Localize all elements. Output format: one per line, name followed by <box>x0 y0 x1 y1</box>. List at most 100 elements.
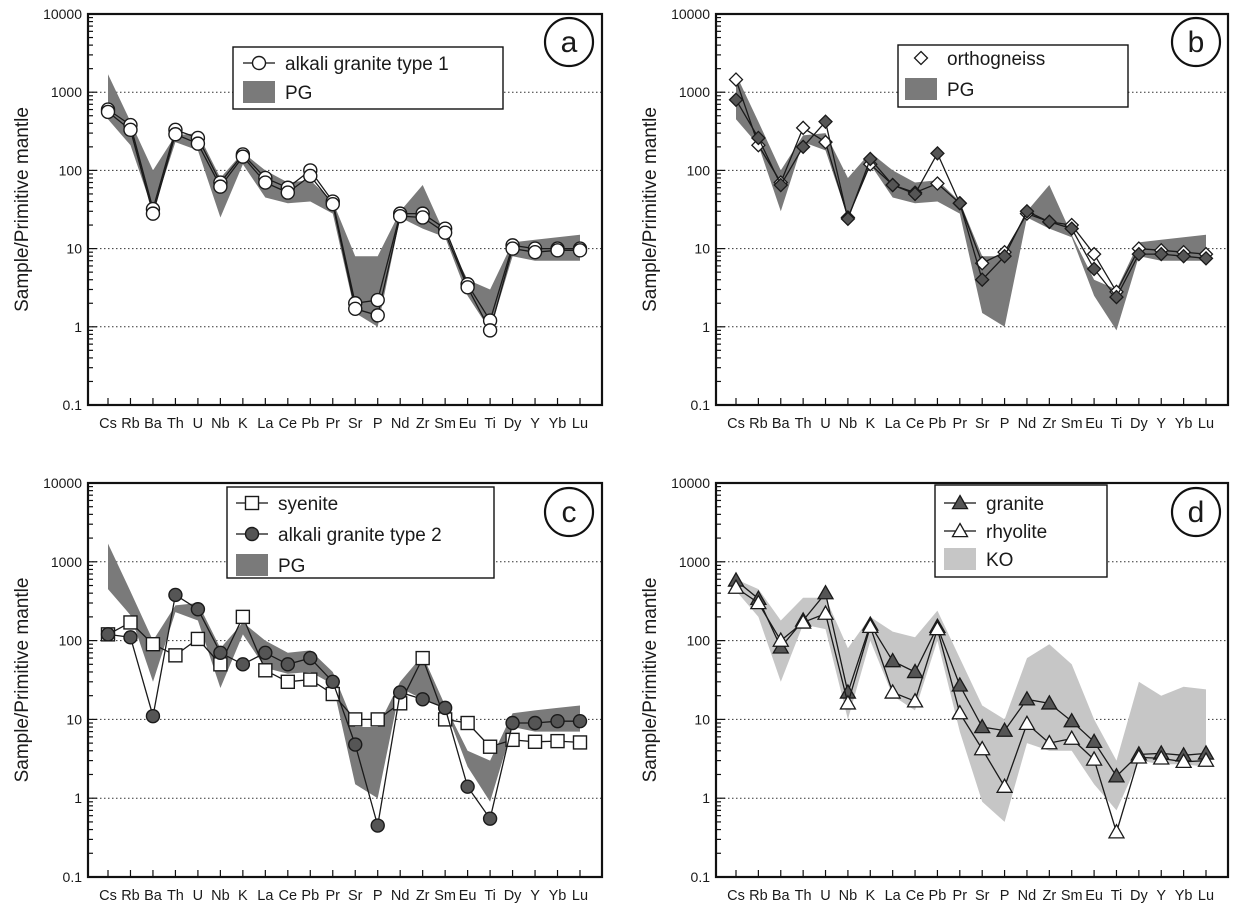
band-pg <box>108 543 580 802</box>
data-point <box>1109 289 1124 305</box>
x-tick-label: Pb <box>929 888 947 904</box>
data-point <box>1018 714 1036 731</box>
x-tick-label: Eu <box>459 416 477 432</box>
x-tick-label: Nb <box>839 888 858 904</box>
data-point <box>437 225 453 240</box>
x-tick-label: Dy <box>1130 416 1148 432</box>
y-tick-label: 100 <box>687 633 711 649</box>
data-point <box>1107 823 1126 839</box>
data-point <box>795 120 811 136</box>
data-point <box>415 210 430 225</box>
data-point <box>460 715 475 731</box>
legend-marker <box>951 522 969 538</box>
data-point <box>906 663 924 679</box>
x-tick-label: Ti <box>1111 416 1123 432</box>
y-tick-label: 10 <box>66 241 82 257</box>
data-point <box>527 715 543 731</box>
data-point <box>370 292 385 308</box>
x-tick-label: Sm <box>1061 888 1083 904</box>
x-tick-label: P <box>1000 416 1010 432</box>
legend: orthogneiss PG <box>897 44 1129 108</box>
x-tick-label: Rb <box>749 416 768 432</box>
x-tick-label: Ba <box>144 888 163 904</box>
data-point <box>235 149 251 164</box>
legend-marker <box>251 55 267 71</box>
plot-frame <box>86 481 604 879</box>
data-point <box>370 818 385 833</box>
x-tick-label: Nd <box>1018 888 1037 904</box>
x-tick-label: Nb <box>211 416 230 432</box>
x-tick-label: U <box>820 416 830 432</box>
x-tick-label: La <box>885 888 902 904</box>
legend-swatch-pg <box>236 554 268 576</box>
data-point <box>213 179 228 194</box>
data-point <box>1198 250 1214 266</box>
x-tick-label: U <box>193 888 203 904</box>
y-axis-label: Sample/Primitive mantle <box>12 578 33 783</box>
series-line-0 <box>107 615 581 748</box>
panel-letter: d <box>1188 496 1205 529</box>
x-tick-label: P <box>373 416 383 432</box>
y-tick-label: 1 <box>74 790 82 806</box>
band-pg <box>108 74 580 331</box>
legend-swatch-pg <box>243 81 275 103</box>
x-tick-label: Nd <box>1018 416 1037 432</box>
panel-letter-circle <box>543 16 595 68</box>
data-point <box>1063 729 1081 745</box>
x-tick-label: Pr <box>953 416 968 432</box>
x-tick-label: Rb <box>121 416 140 432</box>
plot-frame <box>86 12 604 407</box>
y-tick-label: 10000 <box>671 6 710 22</box>
x-tick-label: Sr <box>975 416 990 432</box>
data-point <box>772 631 790 647</box>
panel-a: 0.1 1 10 100 1000 10000 Cs Rb Ba Th U Nb K La Ce Pb Pr Sr… <box>12 6 604 432</box>
x-tick-label: Rb <box>749 888 768 904</box>
data-point <box>370 712 385 727</box>
data-point <box>460 280 475 295</box>
legend-marker <box>244 526 260 542</box>
data-point <box>482 811 498 826</box>
data-point <box>1176 248 1192 264</box>
series-line-0 <box>107 111 580 333</box>
data-point <box>816 584 835 600</box>
x-tick-label: Eu <box>1085 888 1103 904</box>
data-point <box>123 122 138 138</box>
legend-label: PG <box>947 80 974 101</box>
x-tick-label: La <box>257 888 274 904</box>
data-point <box>995 777 1014 793</box>
data-point <box>974 272 990 288</box>
y-tick-label: 1000 <box>51 84 82 100</box>
y-tick-label: 0.1 <box>691 869 711 885</box>
x-tick-label: Yb <box>549 416 567 432</box>
data-point <box>168 648 183 663</box>
y-tick-label: 0.1 <box>691 397 711 413</box>
x-tick-label: K <box>865 888 875 904</box>
series-line-1 <box>735 99 1207 299</box>
data-point <box>773 177 789 193</box>
data-point <box>1152 749 1170 765</box>
x-tick-label: Zr <box>1042 416 1056 432</box>
data-point <box>795 139 811 155</box>
data-point <box>997 248 1012 264</box>
x-tick-label: Pb <box>301 416 319 432</box>
data-point <box>505 241 520 256</box>
x-tick-label: Y <box>1156 416 1166 432</box>
x-tick-label: Yb <box>549 888 567 904</box>
data-point <box>392 685 408 700</box>
x-tick-label: Th <box>167 416 184 432</box>
y-tick-label: 1000 <box>51 554 82 570</box>
x-tick-label: Y <box>1156 888 1166 904</box>
plot-frame <box>714 481 1230 879</box>
data-point <box>100 627 116 642</box>
legend-label: rhyolite <box>986 522 1047 543</box>
legend-label: PG <box>285 83 312 104</box>
x-tick-label: Sm <box>1061 416 1083 432</box>
data-point <box>995 721 1014 737</box>
x-tick-label: Ti <box>1111 888 1123 904</box>
data-point <box>235 609 251 625</box>
x-tick-label: Ti <box>484 416 496 432</box>
data-point <box>303 650 318 666</box>
data-point <box>550 243 565 258</box>
data-point <box>1197 751 1215 767</box>
y-axis-label: Sample/Primitive mantle <box>12 107 33 312</box>
